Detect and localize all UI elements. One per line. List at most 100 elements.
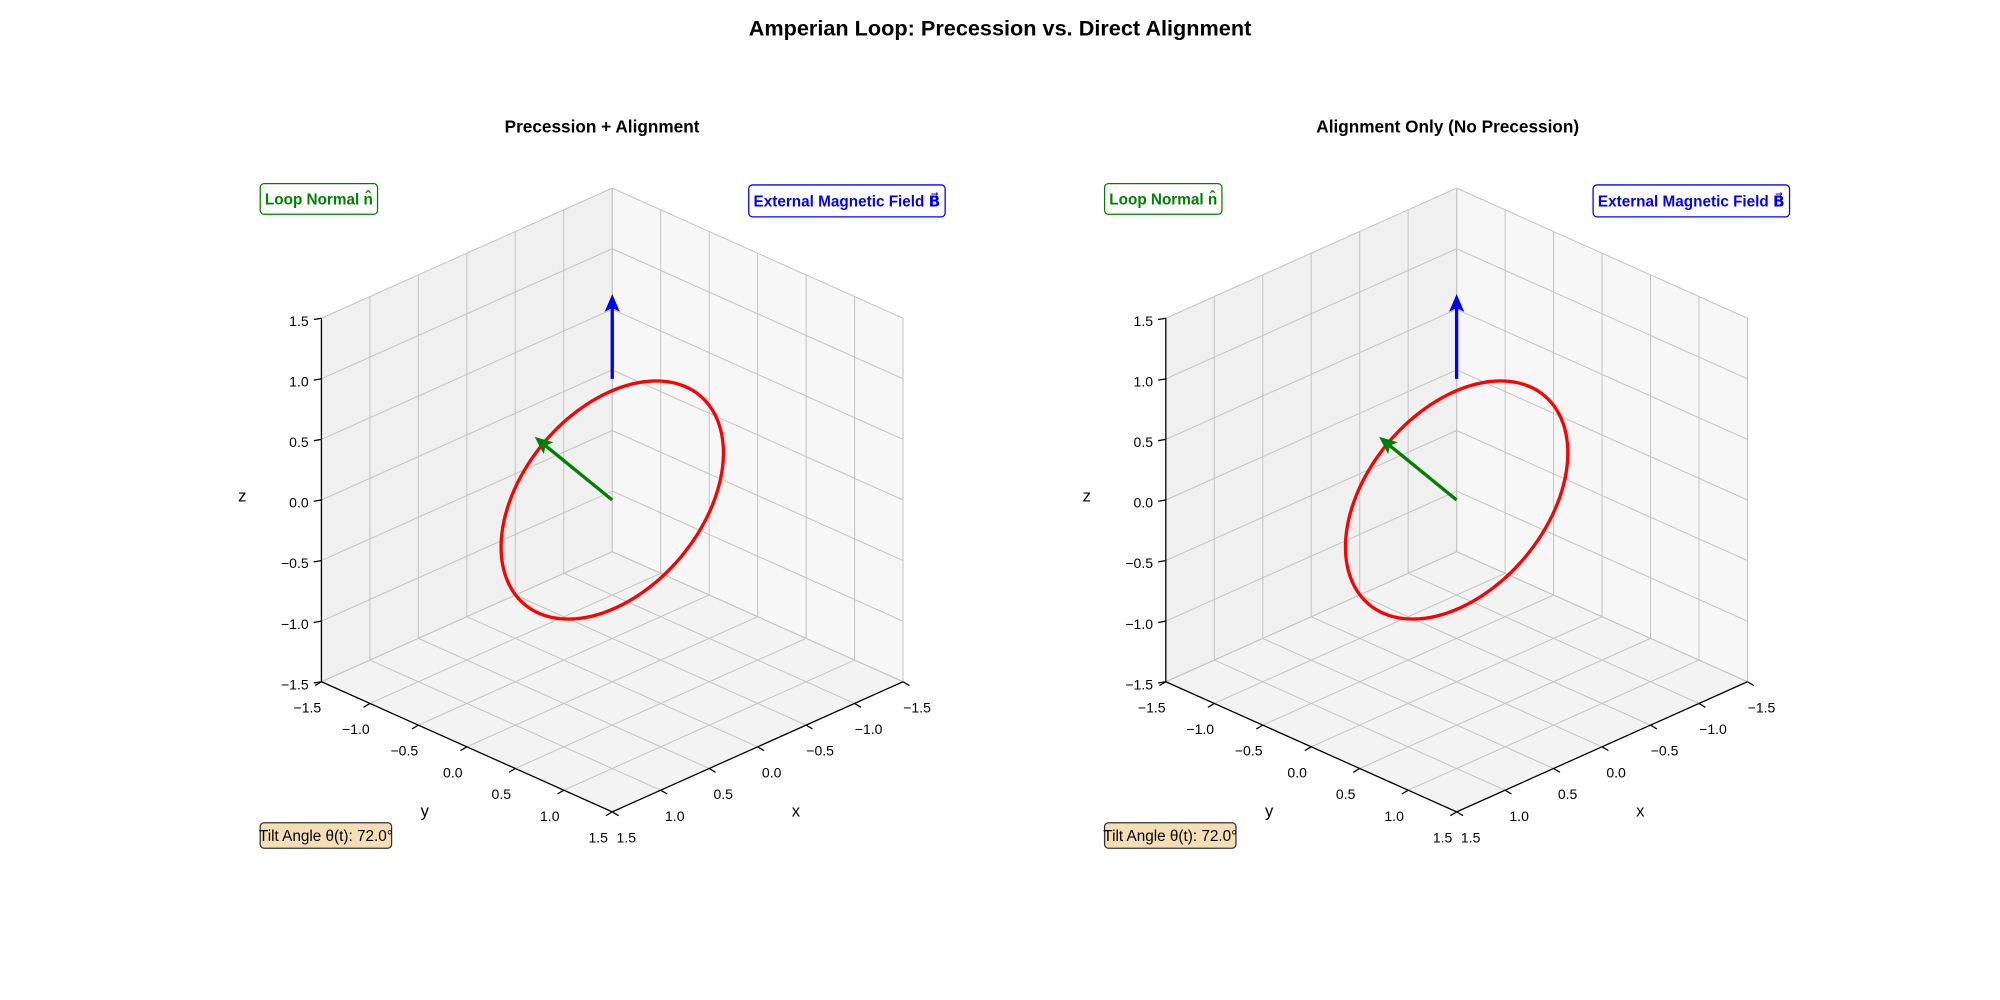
z-tick — [1158, 378, 1166, 381]
gridline — [321, 248, 613, 380]
x-axis-label: x — [792, 801, 801, 820]
y-tick-label: −1.5 — [1138, 699, 1166, 715]
z-tick — [1158, 317, 1166, 321]
y-axis-label: y — [1265, 801, 1274, 820]
loop-normal-label-box — [1103, 183, 1223, 215]
x-tick-label: 1.5 — [617, 829, 637, 845]
y-tick-label: 1.5 — [588, 829, 608, 845]
y-tick — [363, 702, 371, 708]
magnetic-field-label: External Magnetic Field B⃗ — [754, 192, 941, 211]
z-tick — [313, 378, 322, 381]
x-tick — [1456, 811, 1464, 817]
z-tick — [1158, 681, 1166, 684]
x-tick — [1504, 789, 1512, 795]
z-axis-label: z — [1083, 486, 1091, 505]
z-tick — [313, 681, 322, 684]
y-tick-label: −0.5 — [391, 743, 419, 759]
loop-normal-label: Loop Normal n̂ — [1109, 190, 1217, 209]
z-tick-label: 0.0 — [289, 495, 309, 511]
x-tick — [1747, 681, 1755, 687]
y-tick-label: −0.5 — [1235, 743, 1263, 759]
z-tick-label: 0.5 — [289, 434, 309, 450]
y-tick-label: −1.0 — [342, 721, 370, 737]
y-tick-label: 0.0 — [1287, 764, 1307, 780]
gridline — [563, 659, 855, 791]
z-tick — [1158, 438, 1166, 442]
z-tick — [313, 317, 322, 321]
loop-normal-arrow-head — [534, 436, 554, 455]
gridline — [1165, 187, 1457, 319]
y-tick — [605, 811, 613, 817]
y-tick-label: 1.0 — [540, 808, 560, 824]
x-tick — [1650, 724, 1658, 730]
tilt-angle-label-box — [259, 822, 393, 849]
x-tick — [902, 681, 910, 687]
tilt-angle-label: Tilt Angle θ(t): 72.0° — [259, 828, 393, 845]
y-tick-label: −1.0 — [1186, 721, 1214, 737]
x-tick-label: −1.0 — [1699, 721, 1727, 737]
y-tick — [460, 746, 468, 752]
tilt-angle-label: Tilt Angle θ(t): 72.0° — [1103, 828, 1237, 845]
y-tick — [557, 789, 565, 795]
subplot-title: Alignment Only (No Precession) — [1316, 117, 1579, 137]
magnetic-field-label: External Magnetic Field B⃗ — [1598, 192, 1785, 211]
z-tick-label: 1.5 — [289, 313, 309, 329]
z-tick — [313, 620, 322, 624]
amperian-loop — [499, 379, 726, 621]
subplot-alignment-only: Alignment Only (No Precession) −1.5 −1.5 −… — [1083, 117, 1791, 849]
y-tick-label: 0.0 — [443, 764, 463, 780]
magnetic-field-label-box — [1592, 184, 1791, 218]
magnetic-field-arrow-head — [604, 294, 620, 312]
y-tick-label: −1.5 — [294, 699, 322, 715]
y-tick — [1352, 767, 1361, 773]
y-tick — [1207, 702, 1215, 708]
y-tick — [508, 767, 516, 773]
z-tick — [1158, 559, 1166, 563]
y-tick — [1304, 746, 1312, 752]
x-tick-label: −1.5 — [903, 699, 931, 715]
z-tick — [313, 499, 322, 502]
x-tick-label: −0.5 — [1651, 743, 1679, 759]
gridline — [612, 187, 904, 319]
x-tick-label: −0.5 — [806, 743, 834, 759]
y-tick — [1256, 724, 1264, 730]
z-tick-label: 1.5 — [1134, 313, 1154, 329]
y-tick-label: 0.5 — [1336, 786, 1356, 802]
loop-normal-label: Loop Normal n̂ — [265, 190, 373, 209]
subplot-title: Precession + Alignment — [505, 117, 700, 137]
loop-normal-label-box — [259, 183, 379, 215]
x-tick-label: 0.0 — [762, 764, 782, 780]
amperian-loop — [1343, 379, 1570, 621]
z-tick-label: −1.5 — [281, 676, 309, 692]
loop-normal-arrow-head — [1379, 436, 1398, 455]
z-tick-label: −1.0 — [281, 616, 309, 632]
gridline — [321, 187, 613, 319]
x-tick-label: 0.5 — [713, 786, 733, 802]
z-axis-label: z — [238, 486, 246, 505]
z-tick — [313, 438, 322, 442]
x-tick-label: 1.0 — [1509, 808, 1529, 824]
x-tick-label: 0.5 — [1558, 786, 1578, 802]
loop-normal-arrow-shaft — [1387, 443, 1458, 502]
figure-title: Amperian Loop: Precession vs. Direct Ali… — [749, 16, 1252, 41]
magnetic-field-label-box — [748, 184, 946, 218]
y-tick — [411, 724, 419, 730]
x-tick — [660, 789, 668, 795]
y-tick — [1449, 811, 1457, 817]
y-axis-label: y — [421, 801, 430, 820]
x-tick-label: 1.0 — [665, 808, 685, 824]
z-tick — [1158, 499, 1166, 502]
y-tick-label: 1.5 — [1433, 829, 1453, 845]
x-tick-label: 1.5 — [1461, 829, 1481, 845]
z-tick-label: −1.5 — [1125, 676, 1153, 692]
gridline — [1456, 248, 1748, 380]
magnetic-field-arrow-head — [1448, 294, 1465, 312]
subplot-precession-alignment: Precession + Alignment −1.5 −1.5 −1.5 −1.0 −… — [238, 117, 946, 849]
loop-normal-arrow-shaft — [543, 443, 614, 502]
x-tick — [805, 724, 813, 730]
x-tick — [854, 702, 862, 708]
z-tick-label: 0.0 — [1134, 495, 1154, 511]
y-tick — [1401, 789, 1409, 795]
z-tick — [1158, 620, 1166, 624]
